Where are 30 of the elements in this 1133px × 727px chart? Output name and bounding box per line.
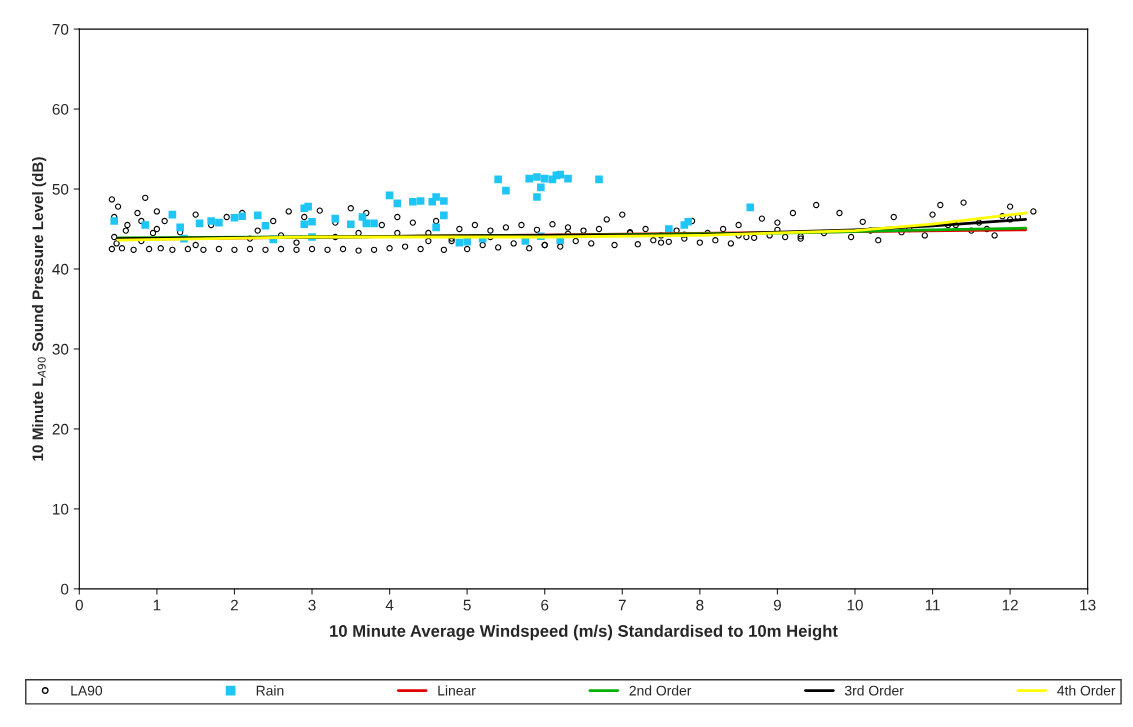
x-tick-label: 8 — [696, 599, 704, 611]
legend-label: LA90 — [71, 685, 103, 696]
x-tick-label: 12 — [1002, 599, 1018, 611]
y-tick-label: 0 — [60, 583, 69, 595]
x-tick-label: 11 — [925, 599, 940, 611]
legend-label: 4th Order — [1057, 685, 1116, 696]
y-tick-label: 40 — [52, 263, 69, 275]
x-tick-label: 7 — [618, 599, 626, 611]
legend-label: 2nd Order — [629, 685, 692, 696]
x-tick-label: 10 — [847, 599, 863, 611]
y-tick-label: 50 — [52, 183, 69, 195]
x-tick-label: 3 — [308, 599, 316, 611]
x-tick-label: 13 — [1080, 599, 1096, 611]
x-tick-label: 4 — [385, 599, 394, 611]
legend-label: 3rd Order — [844, 685, 904, 696]
x-tick-label: 2 — [230, 599, 238, 611]
x-tick-label: 6 — [541, 599, 549, 611]
x-tick-label: 5 — [463, 599, 471, 611]
x-axis-title: 10 Minute Average Windspeed (m/s) Standardised to 10m Height — [330, 624, 838, 641]
legend-label: Linear — [438, 685, 476, 696]
x-tick-label: 9 — [773, 599, 781, 611]
y-tick-label: 20 — [52, 423, 69, 435]
legend-label: Rain — [256, 685, 284, 696]
y-tick-label: 10 — [53, 503, 69, 515]
y-tick-label: 60 — [52, 103, 69, 115]
y-tick-label: 70 — [52, 23, 69, 35]
x-tick-label: 0 — [75, 599, 83, 611]
y-axis-title: 10 Minute L$_{A90}$ Sound Pressure Level (dB) — [31, 157, 47, 461]
x-tick-label: 1 — [153, 599, 161, 611]
y-tick-label: 30 — [52, 343, 69, 355]
